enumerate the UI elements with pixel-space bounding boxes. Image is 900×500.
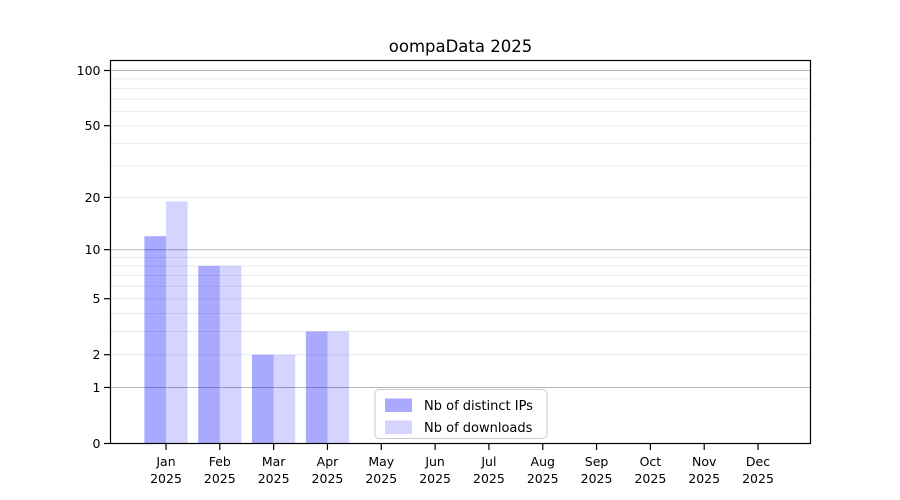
bar-downloads-mar [273, 354, 296, 444]
bar-downloads-jan [166, 201, 188, 444]
legend-label-downloads: Nb of downloads [424, 421, 533, 436]
x-tick-label-month: Aug [531, 454, 555, 469]
x-tick-label-year: 2025 [365, 471, 397, 486]
x-tick-label-month: Jul [480, 454, 496, 469]
legend-swatch-downloads [385, 420, 412, 434]
bar-downloads-feb [219, 265, 242, 444]
x-tick-label-month: Feb [209, 454, 231, 469]
y-tick-label: 2 [93, 347, 101, 362]
legend-box [374, 389, 548, 439]
x-tick-label-year: 2025 [258, 471, 290, 486]
x-tick-label-year: 2025 [473, 471, 505, 486]
y-tick-label: 10 [85, 242, 101, 257]
x-tick-label-month: May [368, 454, 394, 469]
bar-distinct-ips-apr [305, 331, 328, 444]
bar-distinct-ips-mar [252, 354, 274, 444]
y-tick-label: 5 [93, 291, 101, 306]
x-tick-label-month: Nov [692, 454, 717, 469]
x-tick-label-year: 2025 [527, 471, 559, 486]
x-tick-label-month: Sep [585, 454, 609, 469]
x-tick-label-year: 2025 [150, 471, 182, 486]
x-tick-label-year: 2025 [742, 471, 774, 486]
y-tick-label: 100 [77, 63, 101, 78]
y-tick-label: 20 [85, 190, 101, 205]
x-tick-label-month: Dec [746, 454, 770, 469]
bar-downloads-apr [327, 331, 350, 444]
x-tick-label-year: 2025 [204, 471, 236, 486]
x-tick-label-month: Jan [155, 454, 175, 469]
x-tick-label-month: Oct [640, 454, 662, 469]
x-tick-label-year: 2025 [688, 471, 720, 486]
legend-label-distinct-ips: Nb of distinct IPs [424, 399, 533, 414]
y-tick-label: 1 [93, 380, 101, 395]
y-tick-label: 50 [85, 118, 101, 133]
x-tick-label-year: 2025 [634, 471, 666, 486]
x-tick-label-year: 2025 [419, 471, 451, 486]
plot-background [110, 60, 811, 444]
x-tick-label-year: 2025 [312, 471, 344, 486]
legend-swatch-distinct-ips [385, 398, 412, 412]
plot-border [109, 59, 812, 445]
bar-distinct-ips-feb [198, 265, 220, 444]
x-tick-label-month: Apr [317, 454, 339, 469]
chart-title: oompaData 2025 [389, 37, 532, 56]
y-tick-label: 0 [93, 436, 101, 451]
legend: Nb of distinct IPs Nb of downloads [374, 389, 548, 439]
x-tick-label-month: Jun [424, 454, 445, 469]
bar-distinct-ips-jan [144, 236, 166, 444]
x-tick-label-month: Mar [262, 454, 286, 469]
x-tick-label-year: 2025 [581, 471, 613, 486]
